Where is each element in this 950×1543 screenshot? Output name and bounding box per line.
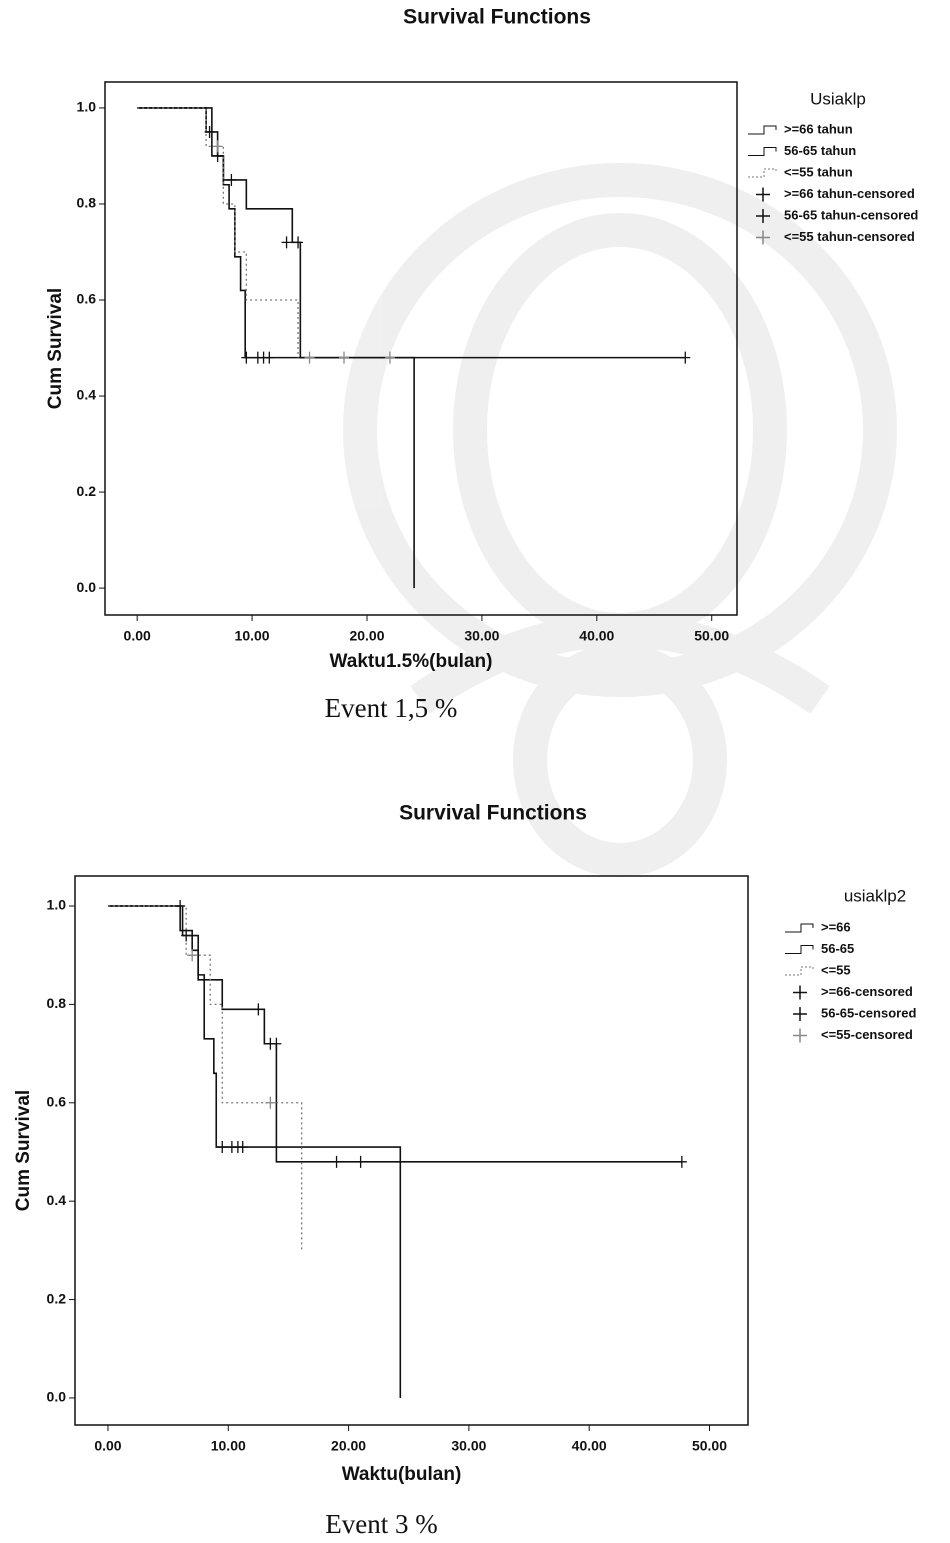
survival-curve	[107, 905, 682, 1163]
x-tick-label: 30.00	[451, 1438, 486, 1454]
censor-mark	[241, 351, 252, 364]
censor-mark	[181, 929, 192, 942]
x-tick-label: 50.00	[692, 1438, 727, 1454]
censor-mark	[226, 173, 237, 186]
y-tick-label: 0.6	[47, 1093, 67, 1109]
x-tick-label: 20.00	[331, 1438, 366, 1454]
legend-label: >=66 tahun-censored	[784, 186, 915, 201]
x-tick-label: 50.00	[694, 628, 729, 644]
censor-mark	[212, 140, 223, 153]
legend-label: <=55	[821, 962, 851, 977]
plot-frame	[104, 81, 738, 616]
y-tick-label: 0.0	[77, 579, 97, 595]
legend-label: >=66-censored	[821, 984, 913, 999]
legend-swatch	[793, 1007, 807, 1021]
legend-swatch	[748, 168, 777, 178]
x-axis-label: Waktu1.5%(bulan)	[330, 651, 493, 672]
x-tick-label: 20.00	[349, 628, 384, 644]
x-tick-label: 0.00	[94, 1438, 121, 1454]
legend-swatch	[756, 209, 770, 223]
legend-label: 56-65 tahun	[784, 143, 856, 158]
legend-label: <=55 tahun	[784, 164, 853, 179]
chart-title: Survival Functions	[403, 6, 591, 29]
censor-mark	[271, 1037, 282, 1050]
censor-mark	[187, 949, 198, 962]
censor-mark	[384, 351, 395, 364]
censor-mark	[237, 1141, 248, 1154]
censor-mark	[264, 351, 275, 364]
y-tick-label: 1.0	[77, 99, 97, 115]
x-tick-label: 10.00	[211, 1438, 246, 1454]
x-tick-label: 40.00	[572, 1438, 607, 1454]
censor-mark	[304, 351, 315, 364]
censor-mark	[676, 1155, 687, 1168]
censor-mark	[204, 125, 215, 138]
legend-label: <=55-censored	[821, 1027, 913, 1042]
legend-label: <=55 tahun-censored	[784, 229, 915, 244]
censor-mark	[175, 900, 186, 913]
legend-swatch	[756, 187, 770, 202]
y-tick-label: 0.4	[77, 387, 97, 403]
legend-swatch	[756, 230, 770, 245]
x-tick-label: 40.00	[579, 628, 614, 644]
censor-mark	[265, 1096, 276, 1109]
caption: Event 3 %	[325, 1509, 437, 1539]
y-tick-label: 1.0	[47, 897, 67, 913]
censor-mark	[680, 351, 691, 364]
censor-mark	[253, 1003, 264, 1016]
x-tick-label: 30.00	[464, 628, 499, 644]
censor-mark	[355, 1155, 366, 1168]
censor-mark	[331, 1155, 342, 1168]
legend-swatch	[785, 945, 814, 954]
survival-curve	[137, 107, 686, 359]
plot-frame	[74, 875, 749, 1426]
legend-label: >=66	[821, 919, 851, 934]
chart-title: Survival Functions	[399, 802, 587, 825]
legend-swatch	[785, 923, 814, 933]
y-axis-label: Cum Survival	[13, 1090, 34, 1211]
legend-swatch	[748, 125, 777, 135]
legend-label: 56-65	[821, 941, 854, 956]
survival-curve	[107, 905, 303, 1251]
x-axis-label: Waktu(bulan)	[342, 1464, 462, 1485]
y-tick-label: 0.8	[77, 195, 97, 211]
legend-swatch	[793, 985, 807, 1000]
legend-swatch	[785, 966, 814, 976]
watermark	[343, 163, 897, 877]
censor-mark	[217, 1141, 228, 1154]
censor-mark	[293, 236, 304, 249]
legend-swatch	[793, 1028, 807, 1043]
legend-swatch	[748, 147, 777, 156]
y-tick-label: 0.2	[77, 483, 97, 499]
y-tick-label: 0.4	[47, 1192, 67, 1208]
legend-label: 56-65 tahun-censored	[784, 207, 918, 222]
y-axis-label: Cum Survival	[45, 288, 66, 409]
censor-mark	[339, 351, 350, 364]
caption: Event 1,5 %	[325, 693, 458, 723]
legend-label: >=66 tahun	[784, 121, 853, 136]
x-tick-label: 0.00	[124, 628, 151, 644]
survival-curve	[107, 905, 402, 1398]
y-tick-label: 0.8	[47, 995, 67, 1011]
x-tick-label: 10.00	[235, 628, 270, 644]
legend-title: usiaklp2	[844, 886, 906, 905]
y-tick-label: 0.0	[47, 1389, 67, 1405]
y-tick-label: 0.6	[77, 291, 97, 307]
y-tick-label: 0.2	[47, 1290, 67, 1306]
censor-mark	[281, 236, 292, 249]
legend-title: Usiaklp	[810, 89, 866, 108]
legend-label: 56-65-censored	[821, 1005, 916, 1020]
